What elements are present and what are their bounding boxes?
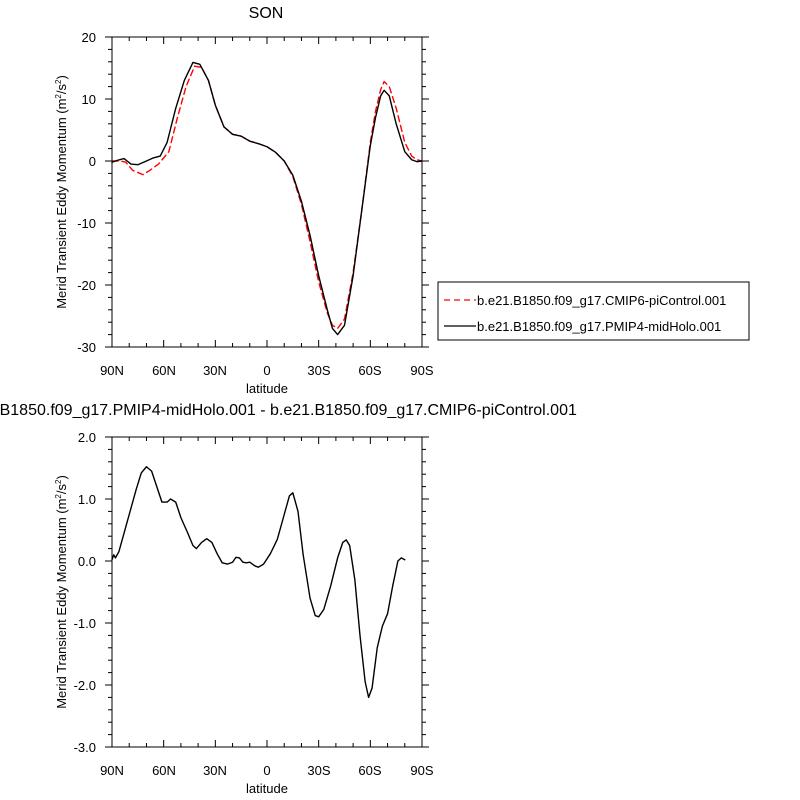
top-xtick-label: 30S: [307, 363, 330, 378]
bottom-y-axis-label: Merid Transient Eddy Momentum (m2/s2): [54, 475, 69, 709]
top-xtick-label: 90S: [410, 363, 433, 378]
bottom-plot-frame: [111, 436, 423, 748]
top-plot-frame: [111, 36, 423, 348]
top-ytick-label: -10: [77, 216, 96, 231]
top-chart-title: SON: [249, 5, 284, 22]
top-ytick-label: -30: [77, 340, 96, 355]
bottom-xtick-label: 90S: [410, 763, 433, 778]
legend-box: [437, 281, 750, 341]
bottom-chart: b.e21.B1850.f09_g17.PMIP4-midHolo.001 - …: [0, 402, 577, 796]
bottom-xtick-label: 60N: [152, 763, 176, 778]
bottom-ytick-label: 0.0: [78, 554, 96, 569]
bottom-series-layer: [111, 466, 406, 699]
top-xtick-label: 60S: [358, 363, 381, 378]
top-ytick-label: -20: [77, 278, 96, 293]
bottom-ytick-label: 2.0: [78, 430, 96, 445]
top-ytick-label: 0: [89, 154, 96, 169]
top-xtick-label: 90N: [100, 363, 124, 378]
top-x-axis-label: latitude: [246, 381, 288, 396]
top-xtick-label: 0: [263, 363, 270, 378]
top-series-layer: [111, 61, 423, 336]
top-xtick-label: 60N: [152, 363, 176, 378]
bottom-series-line-0: [111, 466, 406, 699]
bottom-xtick-label: 60S: [358, 763, 381, 778]
top-y-axis-label: Merid Transient Eddy Momentum (m2/s2): [54, 75, 69, 309]
top-series-line-1: [111, 61, 423, 336]
legend-label-pi-control: b.e21.B1850.f09_g17.CMIP6-piControl.001: [477, 293, 726, 308]
bottom-ytick-label: -2.0: [74, 678, 96, 693]
top-ytick-label: 10: [82, 92, 96, 107]
bottom-xtick-label: 90N: [100, 763, 124, 778]
top-legend: b.e21.B1850.f09_g17.CMIP6-piControl.001 …: [437, 281, 750, 341]
top-xtick-label: 30N: [203, 363, 227, 378]
bottom-chart-title: b.e21.B1850.f09_g17.PMIP4-midHolo.001 - …: [0, 402, 577, 419]
bottom-ytick-label: 1.0: [78, 492, 96, 507]
legend-label-mid-holo: b.e21.B1850.f09_g17.PMIP4-midHolo.001: [477, 319, 721, 334]
top-chart: SON 20 10 0 -10 -20 -30 90N 60N 30N 0 30…: [54, 5, 750, 396]
bottom-xtick-label: 30N: [203, 763, 227, 778]
top-grid-ticks: [105, 36, 429, 348]
top-ytick-label: 20: [82, 30, 96, 45]
bottom-x-axis-label: latitude: [246, 781, 288, 796]
bottom-ytick-label: -3.0: [74, 740, 96, 755]
bottom-xtick-label: 0: [263, 763, 270, 778]
top-series-line-0: [111, 65, 423, 330]
bottom-ytick-label: -1.0: [74, 616, 96, 631]
bottom-xtick-label: 30S: [307, 763, 330, 778]
bottom-grid-ticks: [105, 436, 429, 748]
